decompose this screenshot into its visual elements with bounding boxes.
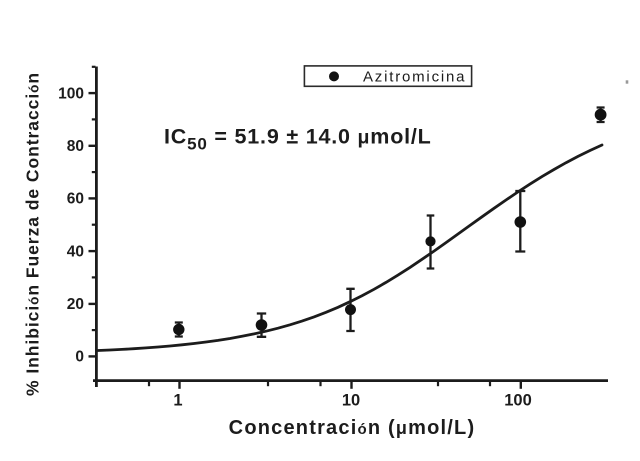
svg-text:10: 10: [342, 391, 360, 409]
svg-text:1: 1: [173, 391, 182, 409]
svg-text:40: 40: [67, 243, 84, 260]
svg-text:% Inhibición Fuerza de Contrac: % Inhibición Fuerza de Contracción: [23, 72, 43, 396]
svg-text:100: 100: [58, 85, 84, 102]
svg-text:Azitromicina: Azitromicina: [363, 69, 466, 86]
svg-text:IC50 = 51.9 ± 14.0 μmol/L: IC50 = 51.9 ± 14.0 μmol/L: [164, 124, 432, 153]
svg-text:0: 0: [75, 349, 84, 366]
svg-text:100: 100: [504, 391, 532, 409]
svg-text:20: 20: [67, 296, 84, 313]
svg-text:Concentración (μmol/L): Concentración (μmol/L): [229, 417, 476, 439]
svg-text:60: 60: [67, 191, 84, 208]
svg-text:80: 80: [67, 138, 84, 155]
